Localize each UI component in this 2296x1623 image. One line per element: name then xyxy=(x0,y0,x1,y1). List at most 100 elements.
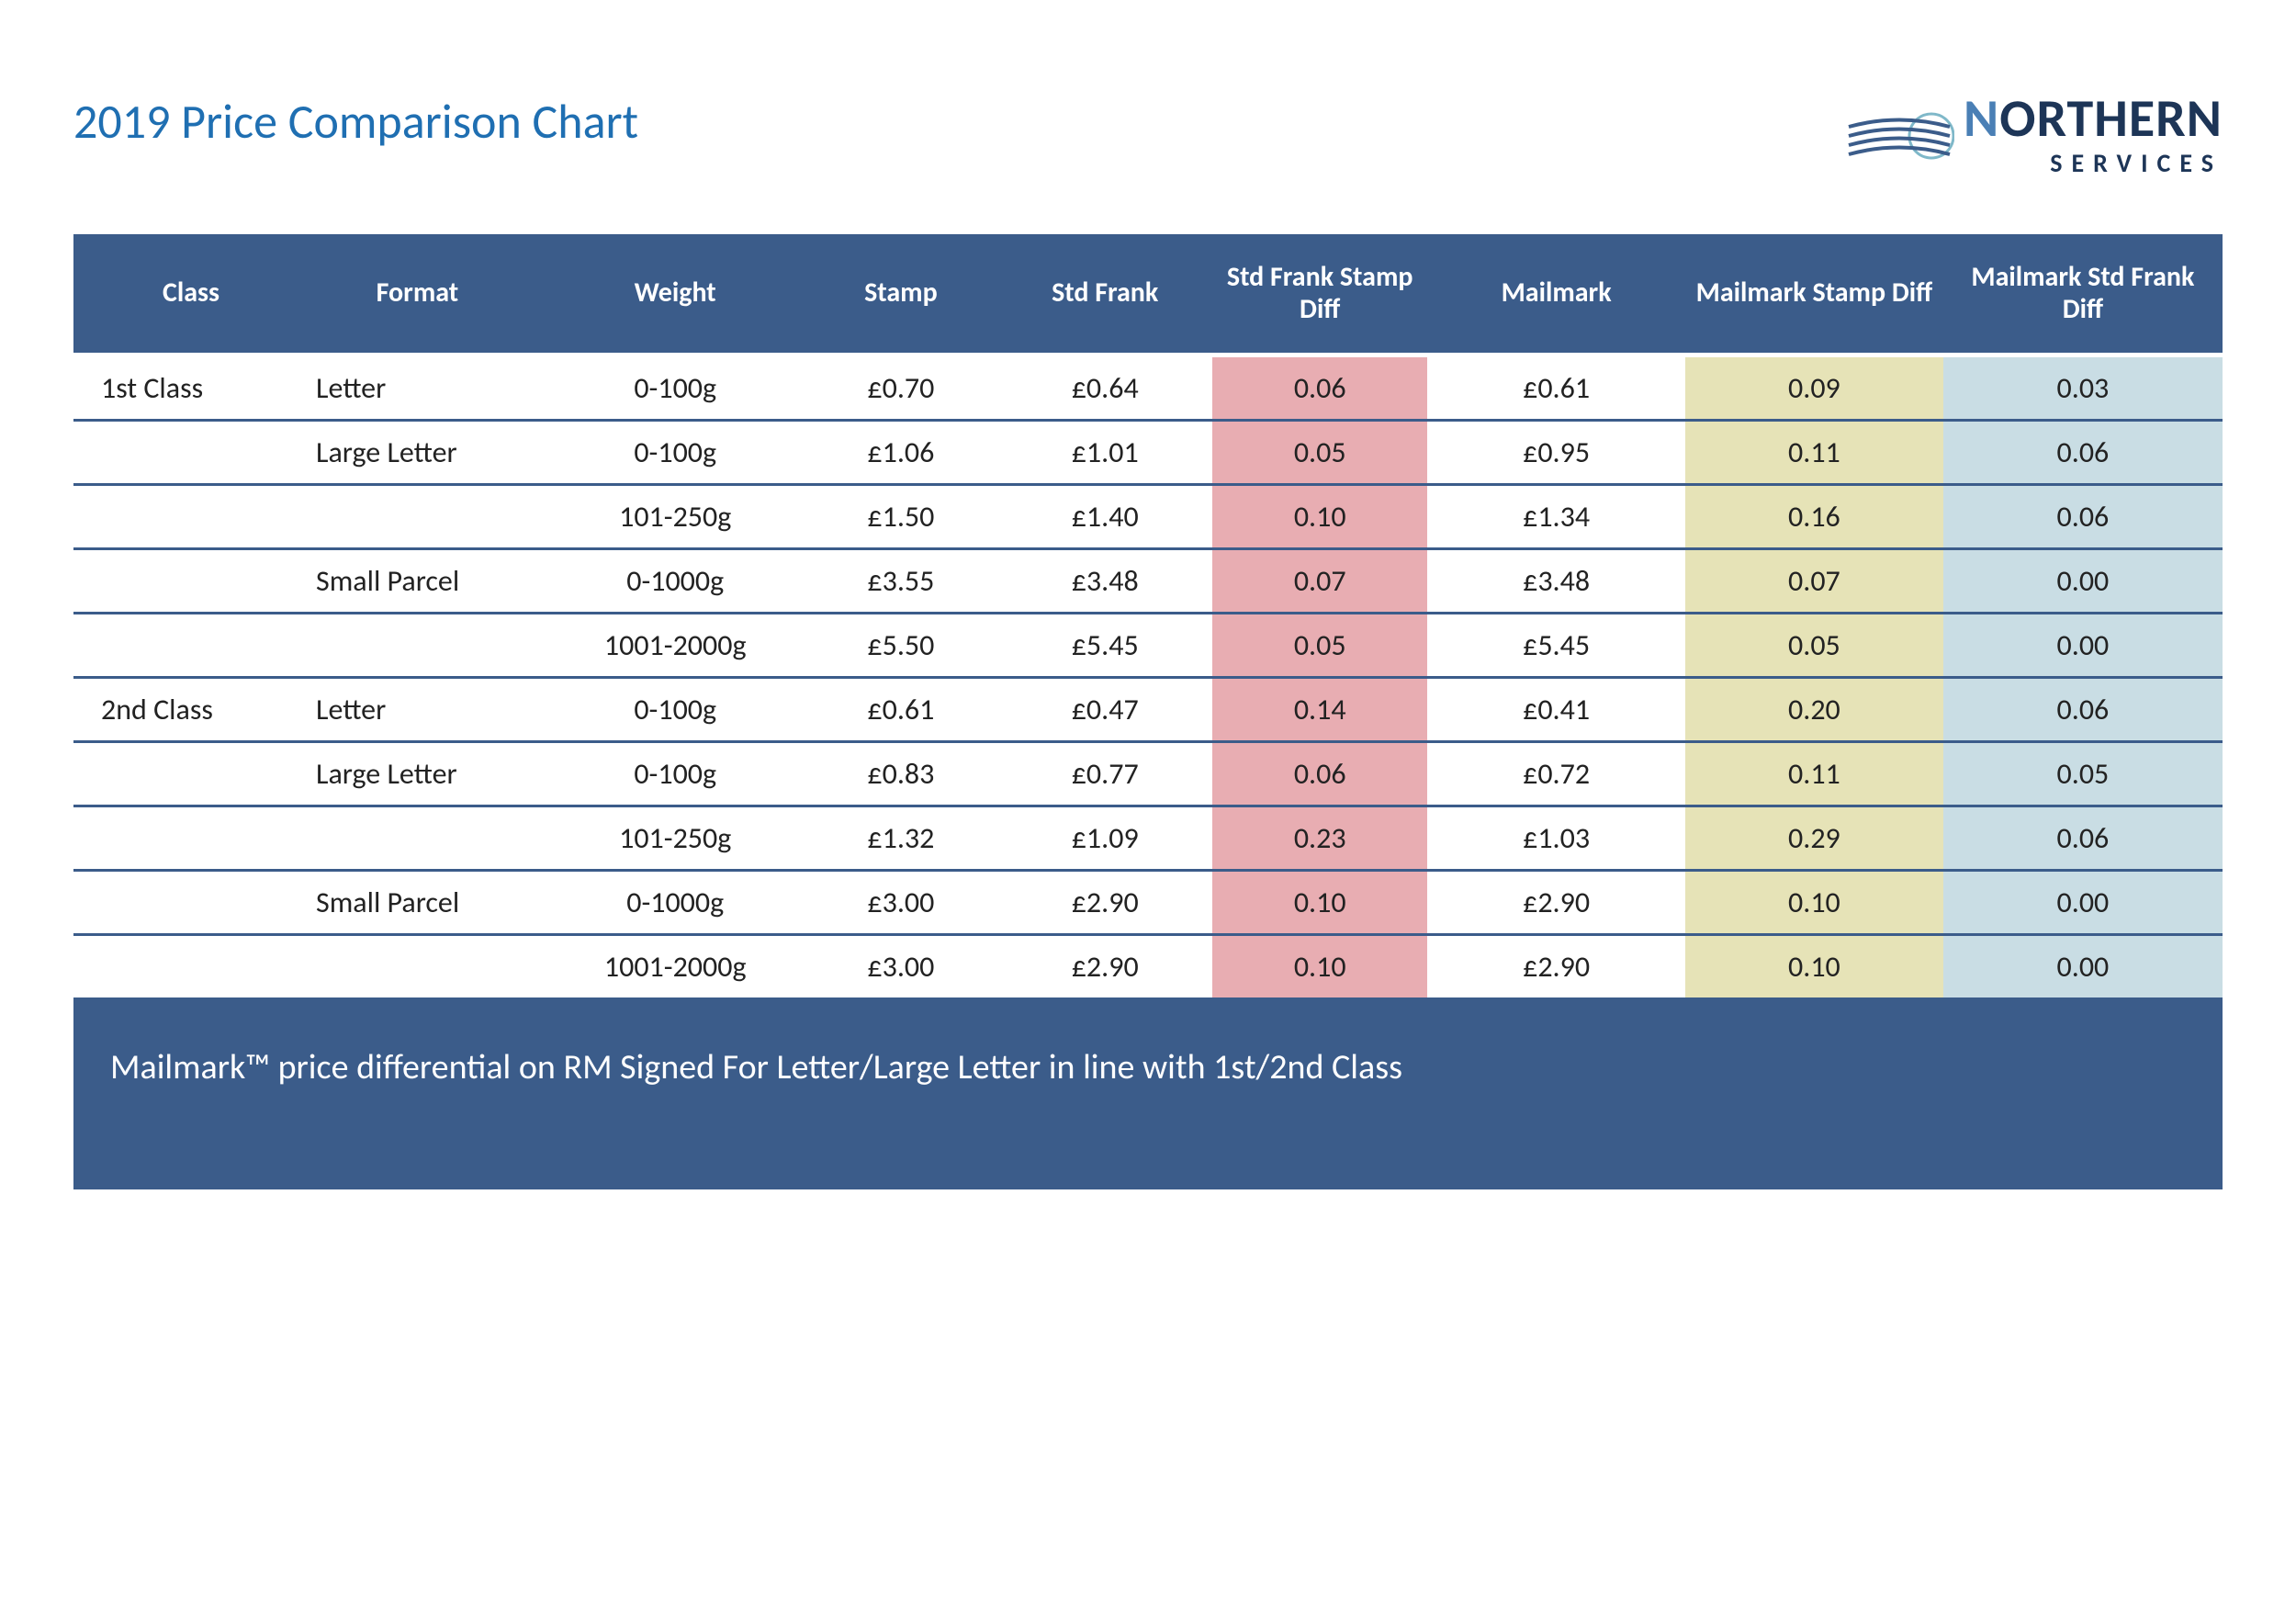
table-cell: £3.55 xyxy=(805,549,998,614)
table-cell: £2.90 xyxy=(997,871,1212,935)
table-cell: £5.45 xyxy=(1427,614,1685,678)
table-cell xyxy=(288,806,546,871)
table-cell: 0.07 xyxy=(1212,549,1427,614)
table-cell: 0.06 xyxy=(1212,742,1427,806)
table-cell: 0.20 xyxy=(1685,678,1943,742)
table-cell xyxy=(73,742,288,806)
wave-icon xyxy=(1844,108,1954,163)
table-row: Small Parcel0-1000g£3.55£3.480.07£3.480.… xyxy=(73,549,2223,614)
table-cell: Large Letter xyxy=(288,421,546,485)
table-cell: 0-100g xyxy=(546,742,805,806)
table-cell: Letter xyxy=(288,678,546,742)
table-cell: £3.48 xyxy=(997,549,1212,614)
table-cell xyxy=(73,485,288,549)
table-row: Small Parcel0-1000g£3.00£2.900.10£2.900.… xyxy=(73,871,2223,935)
table-cell: 101-250g xyxy=(546,806,805,871)
table-cell: £2.90 xyxy=(1427,871,1685,935)
table-cell: £1.50 xyxy=(805,485,998,549)
table-cell: 0.00 xyxy=(1943,614,2223,678)
table-cell: 1001-2000g xyxy=(546,614,805,678)
table-row: 101-250g£1.50£1.400.10£1.340.160.06 xyxy=(73,485,2223,549)
table-cell: 0-100g xyxy=(546,355,805,421)
logo-main-text: NORTHERN xyxy=(1964,92,2223,145)
logo-text: NORTHERN SERVICES xyxy=(1964,92,2223,179)
table-cell: 101-250g xyxy=(546,485,805,549)
table-cell: £0.83 xyxy=(805,742,998,806)
table-cell: 0.06 xyxy=(1943,421,2223,485)
col-header: Mailmark Std Frank Diff xyxy=(1943,234,2223,355)
col-header: Class xyxy=(73,234,288,355)
table-cell xyxy=(73,549,288,614)
table-cell: 0-100g xyxy=(546,421,805,485)
company-logo: NORTHERN SERVICES xyxy=(1844,92,2223,179)
table-cell: 0.03 xyxy=(1943,355,2223,421)
col-header: Std Frank xyxy=(997,234,1212,355)
table-cell: 0.05 xyxy=(1212,421,1427,485)
table-cell: 1st Class xyxy=(73,355,288,421)
table-cell: 0-100g xyxy=(546,678,805,742)
table-cell: £0.61 xyxy=(805,678,998,742)
table-cell: 0.06 xyxy=(1943,678,2223,742)
table-cell: 0.23 xyxy=(1212,806,1427,871)
table-cell: 0.06 xyxy=(1943,806,2223,871)
table-cell: £0.61 xyxy=(1427,355,1685,421)
table-cell: £1.40 xyxy=(997,485,1212,549)
table-cell: £0.41 xyxy=(1427,678,1685,742)
table-row: 2nd ClassLetter0-100g£0.61£0.470.14£0.41… xyxy=(73,678,2223,742)
table-row: Large Letter0-100g£1.06£1.010.05£0.950.1… xyxy=(73,421,2223,485)
table-cell: 0.06 xyxy=(1943,485,2223,549)
table-row: 101-250g£1.32£1.090.23£1.030.290.06 xyxy=(73,806,2223,871)
table-cell: £1.03 xyxy=(1427,806,1685,871)
table-cell: 0.10 xyxy=(1685,871,1943,935)
table-cell: 0.00 xyxy=(1943,935,2223,999)
table-cell: £0.70 xyxy=(805,355,998,421)
table-cell: 0.05 xyxy=(1212,614,1427,678)
table-cell: 0.10 xyxy=(1212,871,1427,935)
table-cell: 0.14 xyxy=(1212,678,1427,742)
table-cell: £1.06 xyxy=(805,421,998,485)
page-title: 2019 Price Comparison Chart xyxy=(73,92,638,151)
table-cell xyxy=(73,871,288,935)
table-cell: £1.32 xyxy=(805,806,998,871)
col-header: Std Frank Stamp Diff xyxy=(1212,234,1427,355)
table-cell: £2.90 xyxy=(997,935,1212,999)
table-cell: Small Parcel xyxy=(288,549,546,614)
table-cell: £1.09 xyxy=(997,806,1212,871)
page-header: 2019 Price Comparison Chart NORTHERN SER… xyxy=(73,92,2223,179)
table-cell: 0.11 xyxy=(1685,421,1943,485)
table-cell xyxy=(288,935,546,999)
table-cell xyxy=(73,935,288,999)
table-cell: £5.50 xyxy=(805,614,998,678)
footer-note: Mailmark™ price differential on RM Signe… xyxy=(73,1000,2223,1189)
table-cell: 0.06 xyxy=(1212,355,1427,421)
table-cell: 0-1000g xyxy=(546,549,805,614)
table-cell: 0.10 xyxy=(1685,935,1943,999)
table-cell: 0.10 xyxy=(1212,485,1427,549)
table-cell: £0.47 xyxy=(997,678,1212,742)
table-cell: £2.90 xyxy=(1427,935,1685,999)
table-row: 1001-2000g£5.50£5.450.05£5.450.050.00 xyxy=(73,614,2223,678)
table-cell: 0.07 xyxy=(1685,549,1943,614)
table-header-row: Class Format Weight Stamp Std Frank Std … xyxy=(73,234,2223,355)
col-header: Format xyxy=(288,234,546,355)
table-cell: £0.72 xyxy=(1427,742,1685,806)
price-table: Class Format Weight Stamp Std Frank Std … xyxy=(73,234,2223,1000)
table-cell: £3.00 xyxy=(805,935,998,999)
table-cell: 2nd Class xyxy=(73,678,288,742)
table-row: Large Letter0-100g£0.83£0.770.06£0.720.1… xyxy=(73,742,2223,806)
table-cell: 0.11 xyxy=(1685,742,1943,806)
table-cell: 0.05 xyxy=(1943,742,2223,806)
table-cell: £0.64 xyxy=(997,355,1212,421)
table-cell xyxy=(73,614,288,678)
table-cell: 0-1000g xyxy=(546,871,805,935)
col-header: Mailmark Stamp Diff xyxy=(1685,234,1943,355)
table-row: 1001-2000g£3.00£2.900.10£2.900.100.00 xyxy=(73,935,2223,999)
table-cell: 0.16 xyxy=(1685,485,1943,549)
table-cell: Small Parcel xyxy=(288,871,546,935)
table-cell: £1.01 xyxy=(997,421,1212,485)
table-cell: 0.00 xyxy=(1943,549,2223,614)
table-cell: £0.77 xyxy=(997,742,1212,806)
table-cell xyxy=(288,485,546,549)
col-header: Weight xyxy=(546,234,805,355)
table-cell xyxy=(288,614,546,678)
